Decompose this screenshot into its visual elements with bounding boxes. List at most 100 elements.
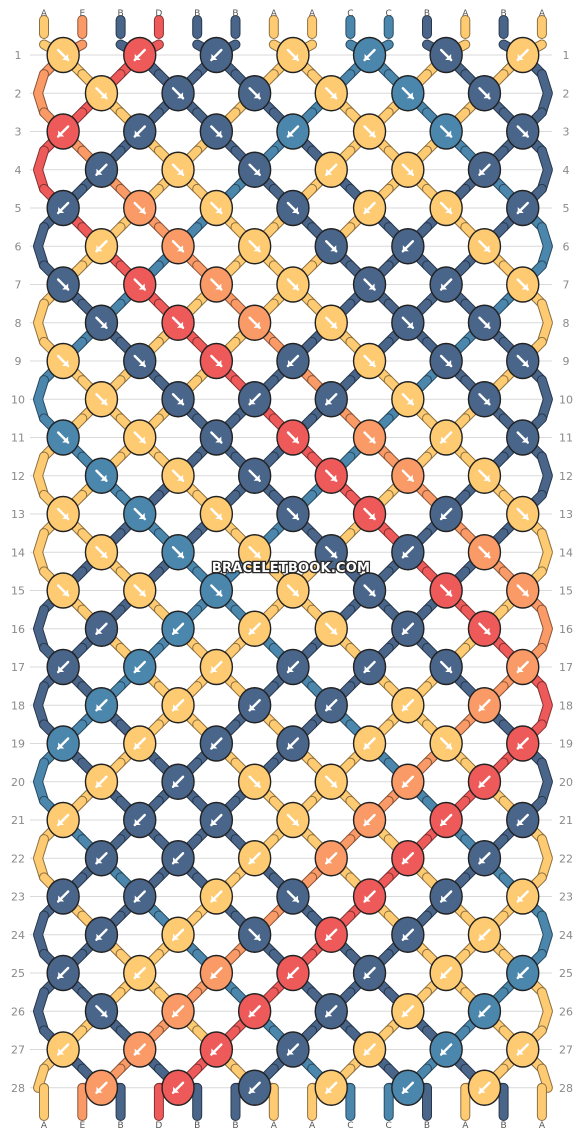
- arrow-head-icon: [287, 360, 294, 366]
- knot: [161, 75, 195, 112]
- knot: [46, 801, 80, 839]
- arrow-head-icon: [326, 1086, 333, 1093]
- arrow-head-icon: [445, 54, 452, 60]
- arrow-head-icon: [291, 436, 298, 443]
- knot: [352, 495, 387, 533]
- string-label-bottom: C: [347, 1121, 353, 1131]
- knot: [123, 36, 157, 74]
- arrow-head-icon: [138, 283, 145, 290]
- knot: [352, 36, 387, 74]
- knot: [467, 840, 502, 877]
- arrow-head-icon: [62, 589, 69, 596]
- arrow-head-icon: [249, 627, 256, 634]
- knot: [352, 419, 387, 456]
- row-number-left: 7: [15, 279, 22, 292]
- row-number-right: 17: [559, 661, 573, 674]
- string-label-bottom: A: [462, 1121, 469, 1131]
- row-number-left: 13: [11, 508, 25, 521]
- arrow-head-icon: [100, 474, 107, 481]
- knot: [391, 534, 425, 571]
- row-number-left: 4: [15, 164, 22, 177]
- arrow-head-icon: [402, 551, 409, 558]
- row-number-right: 9: [563, 355, 570, 368]
- arrow-head-icon: [368, 283, 375, 290]
- arrow-head-icon: [364, 207, 371, 213]
- arrow-head-icon: [62, 54, 69, 60]
- knot: [46, 113, 80, 150]
- arrow-head-icon: [138, 207, 145, 213]
- string-label-top: B: [232, 9, 238, 19]
- string-label-bottom: A: [271, 1121, 278, 1131]
- knot: [46, 1031, 80, 1068]
- edge-strand: [34, 835, 48, 882]
- edge-strand: [537, 529, 552, 576]
- arrow-head-icon: [58, 819, 65, 825]
- arrow-head-icon: [402, 245, 409, 252]
- knot: [391, 763, 425, 800]
- arrow-head-icon: [215, 130, 222, 137]
- arrow-head-icon: [291, 54, 298, 60]
- knot: [314, 840, 348, 877]
- arrow-head-icon: [483, 627, 490, 634]
- string-label-bottom: A: [309, 1121, 316, 1131]
- row-number-right: 27: [559, 1044, 573, 1057]
- arrow-head-icon: [517, 1048, 524, 1055]
- row-number-left: 9: [15, 355, 22, 368]
- knot: [314, 228, 348, 265]
- edge-strand: [537, 988, 552, 1035]
- arrow-head-icon: [100, 92, 107, 99]
- knot: [429, 495, 463, 533]
- arrow-head-icon: [134, 895, 141, 902]
- arrow-head-icon: [483, 474, 490, 481]
- knot: [391, 228, 425, 265]
- arrow-head-icon: [215, 513, 222, 519]
- knot: [314, 1069, 348, 1106]
- knot: [123, 495, 157, 533]
- row-number-left: 5: [15, 202, 22, 215]
- knot: [84, 993, 119, 1030]
- knot: [199, 648, 234, 686]
- knot: [237, 304, 272, 341]
- arrow-head-icon: [100, 398, 107, 405]
- arrow-head-icon: [517, 819, 524, 825]
- arrow-head-icon: [177, 474, 184, 481]
- knot: [46, 495, 80, 533]
- arrow-head-icon: [521, 360, 528, 366]
- arrow-head-icon: [177, 398, 184, 405]
- arrow-head-icon: [249, 398, 256, 405]
- knot: [506, 648, 540, 686]
- knot: [237, 534, 272, 571]
- arrow-head-icon: [364, 1048, 371, 1055]
- row-number-right: 23: [559, 891, 573, 904]
- row-number-right: 5: [563, 202, 570, 215]
- knot: [46, 725, 80, 762]
- knot: [276, 342, 310, 380]
- arrow-head-icon: [402, 1010, 409, 1017]
- arrow-head-icon: [479, 168, 486, 175]
- knot: [161, 304, 195, 341]
- knot: [161, 534, 195, 571]
- arrow-head-icon: [58, 742, 65, 749]
- knot: [352, 572, 387, 609]
- arrow-head-icon: [138, 360, 145, 366]
- arrow-head-icon: [100, 321, 107, 328]
- arrow-head-icon: [483, 245, 490, 252]
- edge-strand: [34, 682, 48, 729]
- edge-strand: [537, 299, 552, 346]
- knot: [84, 457, 119, 494]
- arrow-head-icon: [441, 895, 448, 902]
- row-number-left: 22: [11, 852, 25, 865]
- knot: [429, 36, 463, 74]
- arrow-head-icon: [364, 895, 371, 902]
- row-number-right: 18: [559, 699, 573, 712]
- knot: [467, 534, 502, 571]
- knot: [391, 610, 425, 647]
- arrow-head-icon: [287, 742, 294, 749]
- arrow-head-icon: [211, 895, 218, 902]
- string-label-top: B: [118, 9, 124, 19]
- knot: [506, 342, 540, 380]
- arrow-head-icon: [58, 972, 65, 978]
- row-number-right: 21: [559, 814, 573, 827]
- knot: [467, 610, 502, 647]
- arrow-head-icon: [62, 513, 69, 519]
